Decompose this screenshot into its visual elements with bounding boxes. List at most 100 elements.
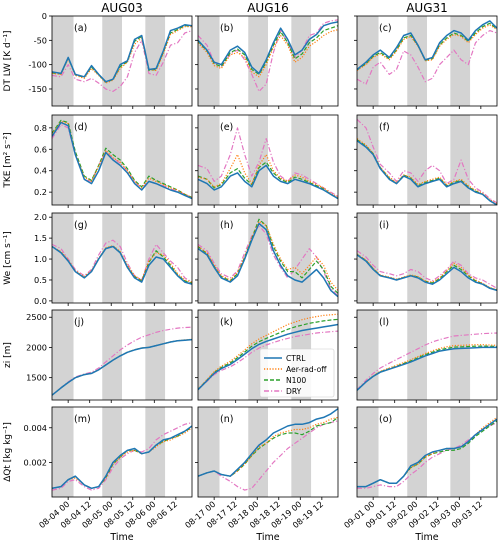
series-line-ctrl bbox=[52, 121, 192, 200]
column-title-1: AUG16 bbox=[247, 1, 289, 15]
series-line-ctrl bbox=[357, 254, 497, 292]
y-tick-label: 1.0 bbox=[34, 254, 47, 264]
axes-frame bbox=[51, 212, 193, 304]
night-band bbox=[291, 16, 312, 106]
axes-frame bbox=[197, 114, 339, 206]
axes-frame bbox=[356, 114, 498, 206]
night-band bbox=[450, 115, 471, 205]
series-line-dry bbox=[357, 332, 497, 391]
series-line-dry bbox=[357, 250, 497, 289]
column-title-0: AUG03 bbox=[101, 1, 143, 15]
night-band bbox=[291, 213, 312, 303]
series-line-dry bbox=[198, 420, 338, 491]
y-tick-label: -100 bbox=[28, 60, 47, 70]
panel-b: (b) bbox=[195, 15, 339, 109]
night-band bbox=[145, 310, 166, 400]
night-band bbox=[407, 213, 427, 303]
night-band bbox=[248, 407, 268, 497]
series-line-aer-rad-off bbox=[198, 154, 338, 199]
axes-frame bbox=[51, 309, 193, 401]
night-band bbox=[291, 407, 312, 497]
y-tick-label: -50 bbox=[34, 35, 47, 45]
panel-label: (l) bbox=[379, 317, 389, 328]
series-line-n100 bbox=[198, 161, 338, 200]
y-axis-label-1: TKE [m² s⁻²] bbox=[3, 132, 13, 188]
night-band bbox=[52, 213, 74, 303]
legend-label: DRY bbox=[286, 387, 302, 396]
night-band bbox=[102, 407, 122, 497]
series-line-ctrl bbox=[357, 418, 497, 488]
night-band bbox=[52, 16, 74, 106]
series-line-n100 bbox=[198, 25, 338, 76]
series-line-ctrl bbox=[52, 425, 192, 490]
series-line-ctrl bbox=[198, 222, 338, 298]
series-line-ctrl bbox=[52, 245, 192, 285]
axes-frame bbox=[51, 114, 193, 206]
y-tick-label: 1500 bbox=[26, 373, 47, 383]
night-band bbox=[357, 407, 379, 497]
panel-label: (j) bbox=[74, 317, 84, 328]
legend-label: Aer-rad-off bbox=[286, 365, 327, 374]
y-tick-label: 0.2 bbox=[34, 187, 47, 197]
panel-i: (i) bbox=[354, 212, 498, 306]
series-line-n100 bbox=[52, 119, 192, 199]
y-tick-label: 0.4 bbox=[34, 166, 47, 176]
panel-a: -150 -100 -50 0 (a) bbox=[28, 11, 193, 109]
panel-c: (c) bbox=[354, 15, 498, 109]
panel-label: (m) bbox=[74, 414, 91, 425]
series-line-ctrl bbox=[357, 20, 497, 71]
column-title-2: AUG31 bbox=[406, 1, 448, 15]
series-line-aer-rad-off bbox=[357, 253, 497, 291]
series-line-ctrl bbox=[198, 408, 338, 477]
y-axis-label-4: ΔQt [kg kg⁻¹] bbox=[3, 422, 13, 482]
night-band bbox=[357, 310, 379, 400]
night-band bbox=[102, 16, 122, 106]
y-axis-label-2: We [cm s⁻¹] bbox=[3, 231, 13, 284]
axes-frame bbox=[197, 309, 339, 401]
panel-d: 0.2 0.4 0.6 0.8 (d) bbox=[34, 114, 193, 208]
panel-e: (e) bbox=[195, 114, 339, 208]
panel-label: (i) bbox=[379, 220, 389, 231]
series-line-aer-rad-off bbox=[52, 427, 192, 489]
night-band bbox=[407, 16, 427, 106]
night-band bbox=[407, 115, 427, 205]
night-band bbox=[145, 16, 166, 106]
series-line-dry bbox=[198, 330, 338, 391]
series-line-aer-rad-off bbox=[198, 416, 338, 477]
panel-f: (f) bbox=[354, 114, 498, 208]
night-band bbox=[450, 213, 471, 303]
series-line-ctrl bbox=[198, 323, 338, 391]
series-line-aer-rad-off bbox=[198, 29, 338, 78]
y-axis-label-3: zi [m] bbox=[3, 342, 13, 368]
y-tick-label: 2000 bbox=[26, 342, 47, 352]
series-line-dry bbox=[52, 239, 192, 283]
y-tick-label: -150 bbox=[28, 84, 47, 94]
series-line-aer-rad-off bbox=[52, 120, 192, 199]
night-band bbox=[198, 310, 220, 400]
y-tick-label: 0.004 bbox=[24, 423, 47, 433]
night-band bbox=[407, 407, 427, 497]
night-band bbox=[145, 115, 166, 205]
series-line-ctrl bbox=[52, 24, 192, 83]
axes-frame bbox=[356, 212, 498, 304]
night-band bbox=[248, 115, 268, 205]
series-line-aer-rad-off bbox=[52, 26, 192, 84]
series-line-n100 bbox=[357, 22, 497, 71]
night-band bbox=[450, 310, 471, 400]
x-axis-label-0: Time bbox=[109, 532, 133, 543]
y-tick-label: 0.0 bbox=[34, 296, 47, 306]
y-tick-label: 2500 bbox=[26, 312, 47, 322]
legend: CTRL Aer-rad-off N100 DRY bbox=[259, 348, 335, 398]
axes-frame bbox=[51, 406, 193, 498]
night-band bbox=[52, 310, 74, 400]
panel-h: (h) bbox=[195, 212, 339, 306]
night-band bbox=[145, 407, 166, 497]
series-line-aer-rad-off bbox=[52, 245, 192, 283]
series-line-aer-rad-off bbox=[357, 138, 497, 205]
y-tick-label: 0 bbox=[42, 11, 47, 21]
y-tick-label: 0.5 bbox=[34, 275, 47, 285]
panel-label: (a) bbox=[74, 23, 87, 34]
night-band bbox=[102, 213, 122, 303]
